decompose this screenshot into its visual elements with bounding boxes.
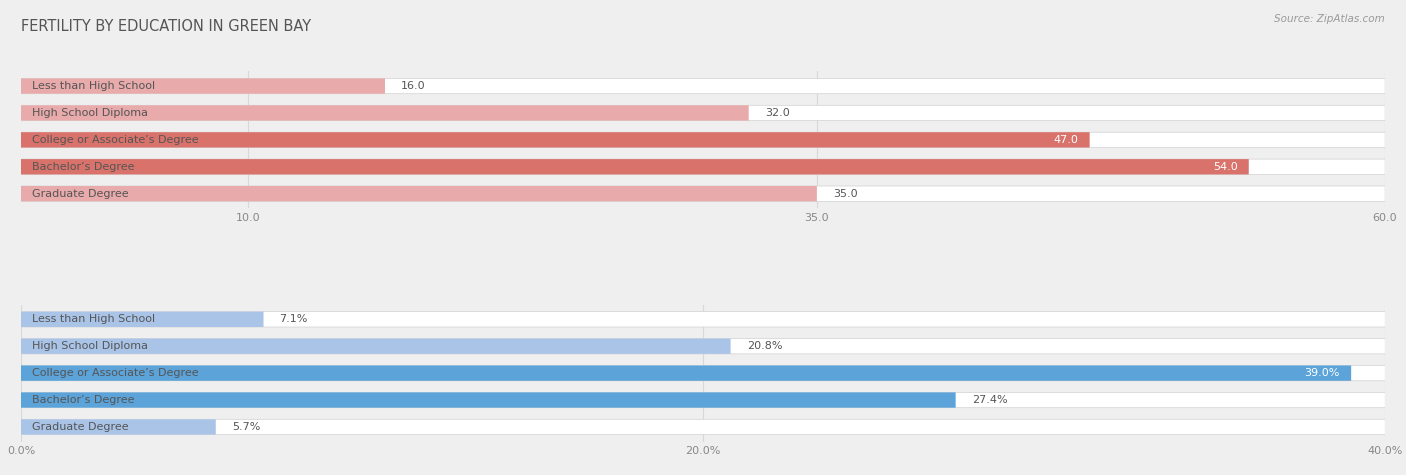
FancyBboxPatch shape bbox=[21, 105, 1385, 121]
Text: FERTILITY BY EDUCATION IN GREEN BAY: FERTILITY BY EDUCATION IN GREEN BAY bbox=[21, 19, 311, 34]
Text: 32.0: 32.0 bbox=[765, 108, 790, 118]
Text: Graduate Degree: Graduate Degree bbox=[32, 189, 128, 199]
FancyBboxPatch shape bbox=[21, 132, 1090, 148]
Text: Graduate Degree: Graduate Degree bbox=[32, 422, 128, 432]
FancyBboxPatch shape bbox=[21, 419, 215, 435]
FancyBboxPatch shape bbox=[21, 159, 1385, 174]
Text: 54.0: 54.0 bbox=[1213, 162, 1237, 172]
Text: 5.7%: 5.7% bbox=[232, 422, 260, 432]
FancyBboxPatch shape bbox=[21, 132, 1385, 148]
FancyBboxPatch shape bbox=[21, 78, 1385, 94]
Text: 7.1%: 7.1% bbox=[280, 314, 308, 324]
Text: Source: ZipAtlas.com: Source: ZipAtlas.com bbox=[1274, 14, 1385, 24]
FancyBboxPatch shape bbox=[21, 312, 263, 327]
Text: 20.8%: 20.8% bbox=[747, 341, 782, 351]
FancyBboxPatch shape bbox=[21, 159, 1249, 174]
Text: Bachelor’s Degree: Bachelor’s Degree bbox=[32, 395, 135, 405]
Text: 47.0: 47.0 bbox=[1053, 135, 1078, 145]
Text: High School Diploma: High School Diploma bbox=[32, 108, 148, 118]
Text: High School Diploma: High School Diploma bbox=[32, 341, 148, 351]
FancyBboxPatch shape bbox=[21, 186, 817, 201]
Text: Bachelor’s Degree: Bachelor’s Degree bbox=[32, 162, 135, 172]
Text: 39.0%: 39.0% bbox=[1305, 368, 1340, 378]
FancyBboxPatch shape bbox=[21, 419, 1385, 435]
Text: 35.0: 35.0 bbox=[832, 189, 858, 199]
Text: College or Associate’s Degree: College or Associate’s Degree bbox=[32, 135, 198, 145]
Text: 27.4%: 27.4% bbox=[972, 395, 1007, 405]
FancyBboxPatch shape bbox=[21, 312, 1385, 327]
Text: Less than High School: Less than High School bbox=[32, 314, 155, 324]
Text: 16.0: 16.0 bbox=[401, 81, 426, 91]
FancyBboxPatch shape bbox=[21, 105, 748, 121]
FancyBboxPatch shape bbox=[21, 339, 1385, 354]
FancyBboxPatch shape bbox=[21, 365, 1351, 381]
FancyBboxPatch shape bbox=[21, 365, 1385, 381]
FancyBboxPatch shape bbox=[21, 78, 385, 94]
FancyBboxPatch shape bbox=[21, 392, 956, 408]
FancyBboxPatch shape bbox=[21, 392, 1385, 408]
Text: Less than High School: Less than High School bbox=[32, 81, 155, 91]
Text: College or Associate’s Degree: College or Associate’s Degree bbox=[32, 368, 198, 378]
FancyBboxPatch shape bbox=[21, 339, 731, 354]
FancyBboxPatch shape bbox=[21, 186, 1385, 201]
